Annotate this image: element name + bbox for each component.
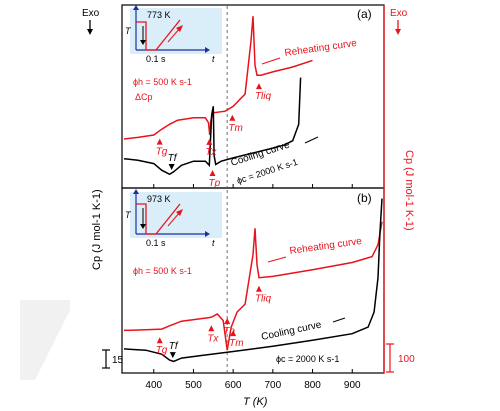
tx-label-b: Tx [207,333,219,344]
phi-h-a: ϕh = 500 K s-1 [133,77,192,87]
watermark-shape [20,300,70,380]
inset-b-time: 0.1 s [146,238,166,248]
cooling-series-line-a [123,77,302,176]
inset-b-T-axis: T [125,210,132,220]
reheating-arrow-b [267,256,287,263]
panel-b-label: (b) [357,191,372,205]
inset-b-t-axis: t [212,238,215,248]
inset-b-temp: 973 K [147,194,171,204]
tf-label-a: Tf [168,153,178,164]
tx-marker-b [208,325,215,332]
tliq-marker-a [255,83,262,90]
tp-marker-a [209,170,216,176]
cooling-arrow-a [304,136,319,144]
tx-marker-a [206,138,213,145]
tf-marker-b [169,352,176,359]
reheating-arrow-a [261,57,281,65]
tx-label-a: Tx [205,147,217,158]
curves-layer [123,16,383,363]
tm-marker-b [230,330,237,337]
tliq-marker-b [255,285,262,292]
phi-c-b: ϕc = 2000 K s-1 [276,354,339,364]
inset-a: 773 K 0.1 s t T [125,5,222,64]
delta-cp-a: ΔCp [135,92,153,102]
tm-label-b: Tm [229,338,243,349]
tp-label-b: Tp [223,326,235,337]
x-tick-label: 600 [225,380,242,391]
inset-a-T-axis: T [125,26,132,36]
cooling-series-line-b [123,198,383,363]
ylabel-left: Cp (J mol-1 K-1) [91,189,103,270]
x-tick-label: 700 [265,380,282,391]
exo-right: Exo [390,8,408,19]
tg-marker-b [156,337,163,344]
inset-a-t-axis: t [212,54,215,64]
exo-left: Exo [82,8,100,19]
x-axis-ticks: 400 500 600 700 800 900 [145,184,361,391]
inset-a-temp: 773 K [147,10,171,20]
tp-label-a: Tp [209,178,221,189]
scale-right-label: 100 [398,354,415,365]
inset-b: 973 K 0.1 s t T [125,189,222,248]
exo-right-arrowhead [395,29,401,35]
tliq-label-a: Tliq [255,91,272,102]
tg-label-b: Tg [156,345,168,356]
phi-h-b: ϕh = 500 K s-1 [133,266,192,276]
panel-a-label: (a) [357,7,372,21]
tp-marker-b [224,318,231,324]
inset-a-time: 0.1 s [146,54,166,64]
x-tick-label: 400 [145,380,162,391]
xlabel: T (K) [243,396,268,408]
tf-marker-a [168,164,175,171]
x-tick-label: 800 [304,380,321,391]
scale-left-label: 15 [112,355,124,366]
x-tick-label: 900 [344,380,361,391]
markers-layer: Tg Tx Tm Tliq Tf Tp Tg Tx Tm Tliq Tf Tp [156,83,272,359]
reheating-label-a: Reheating curve [284,38,358,59]
reheating-label-b: Reheating curve [289,236,363,257]
ylabel-right: Cp (J mol-1 K-1) [403,150,415,231]
cooling-arrow-b [332,317,346,323]
tm-label-a: Tm [228,123,242,134]
tliq-label-b: Tliq [255,294,272,305]
x-tick-label: 500 [185,380,202,391]
tm-marker-a [229,114,236,121]
tg-marker-a [156,138,163,145]
exo-left-arrowhead [87,29,93,35]
reheating-series-line-b [123,221,383,351]
tf-label-b: Tf [169,341,179,352]
tg-label-a: Tg [156,147,168,158]
